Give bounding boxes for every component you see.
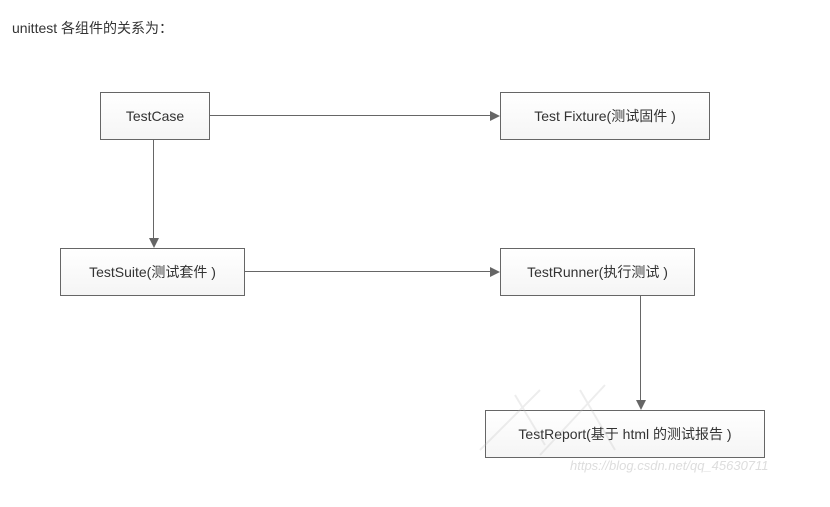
watermark-text: https://blog.csdn.net/qq_45630711 (570, 458, 769, 473)
node-label: Test Fixture(测试固件 ) (534, 106, 676, 126)
node-testrunner: TestRunner(执行测试 ) (500, 248, 695, 296)
watermark-strokes (470, 370, 630, 470)
node-label: TestCase (126, 108, 184, 124)
node-testsuite: TestSuite(测试套件 ) (60, 248, 245, 296)
node-label: TestRunner(执行测试 ) (527, 262, 668, 282)
arrow-right-icon (490, 111, 500, 121)
edge-testsuite-testrunner (245, 271, 490, 272)
arrow-down-icon (149, 238, 159, 248)
edge-testrunner-testreport (640, 296, 641, 402)
node-testcase: TestCase (100, 92, 210, 140)
node-fixture: Test Fixture(测试固件 ) (500, 92, 710, 140)
arrow-down-icon (636, 400, 646, 410)
arrow-right-icon (490, 267, 500, 277)
edge-testcase-fixture (210, 115, 490, 116)
edge-testcase-testsuite (153, 140, 154, 240)
node-label: TestSuite(测试套件 ) (89, 262, 216, 282)
page-title: unittest 各组件的关系为： (12, 18, 173, 38)
